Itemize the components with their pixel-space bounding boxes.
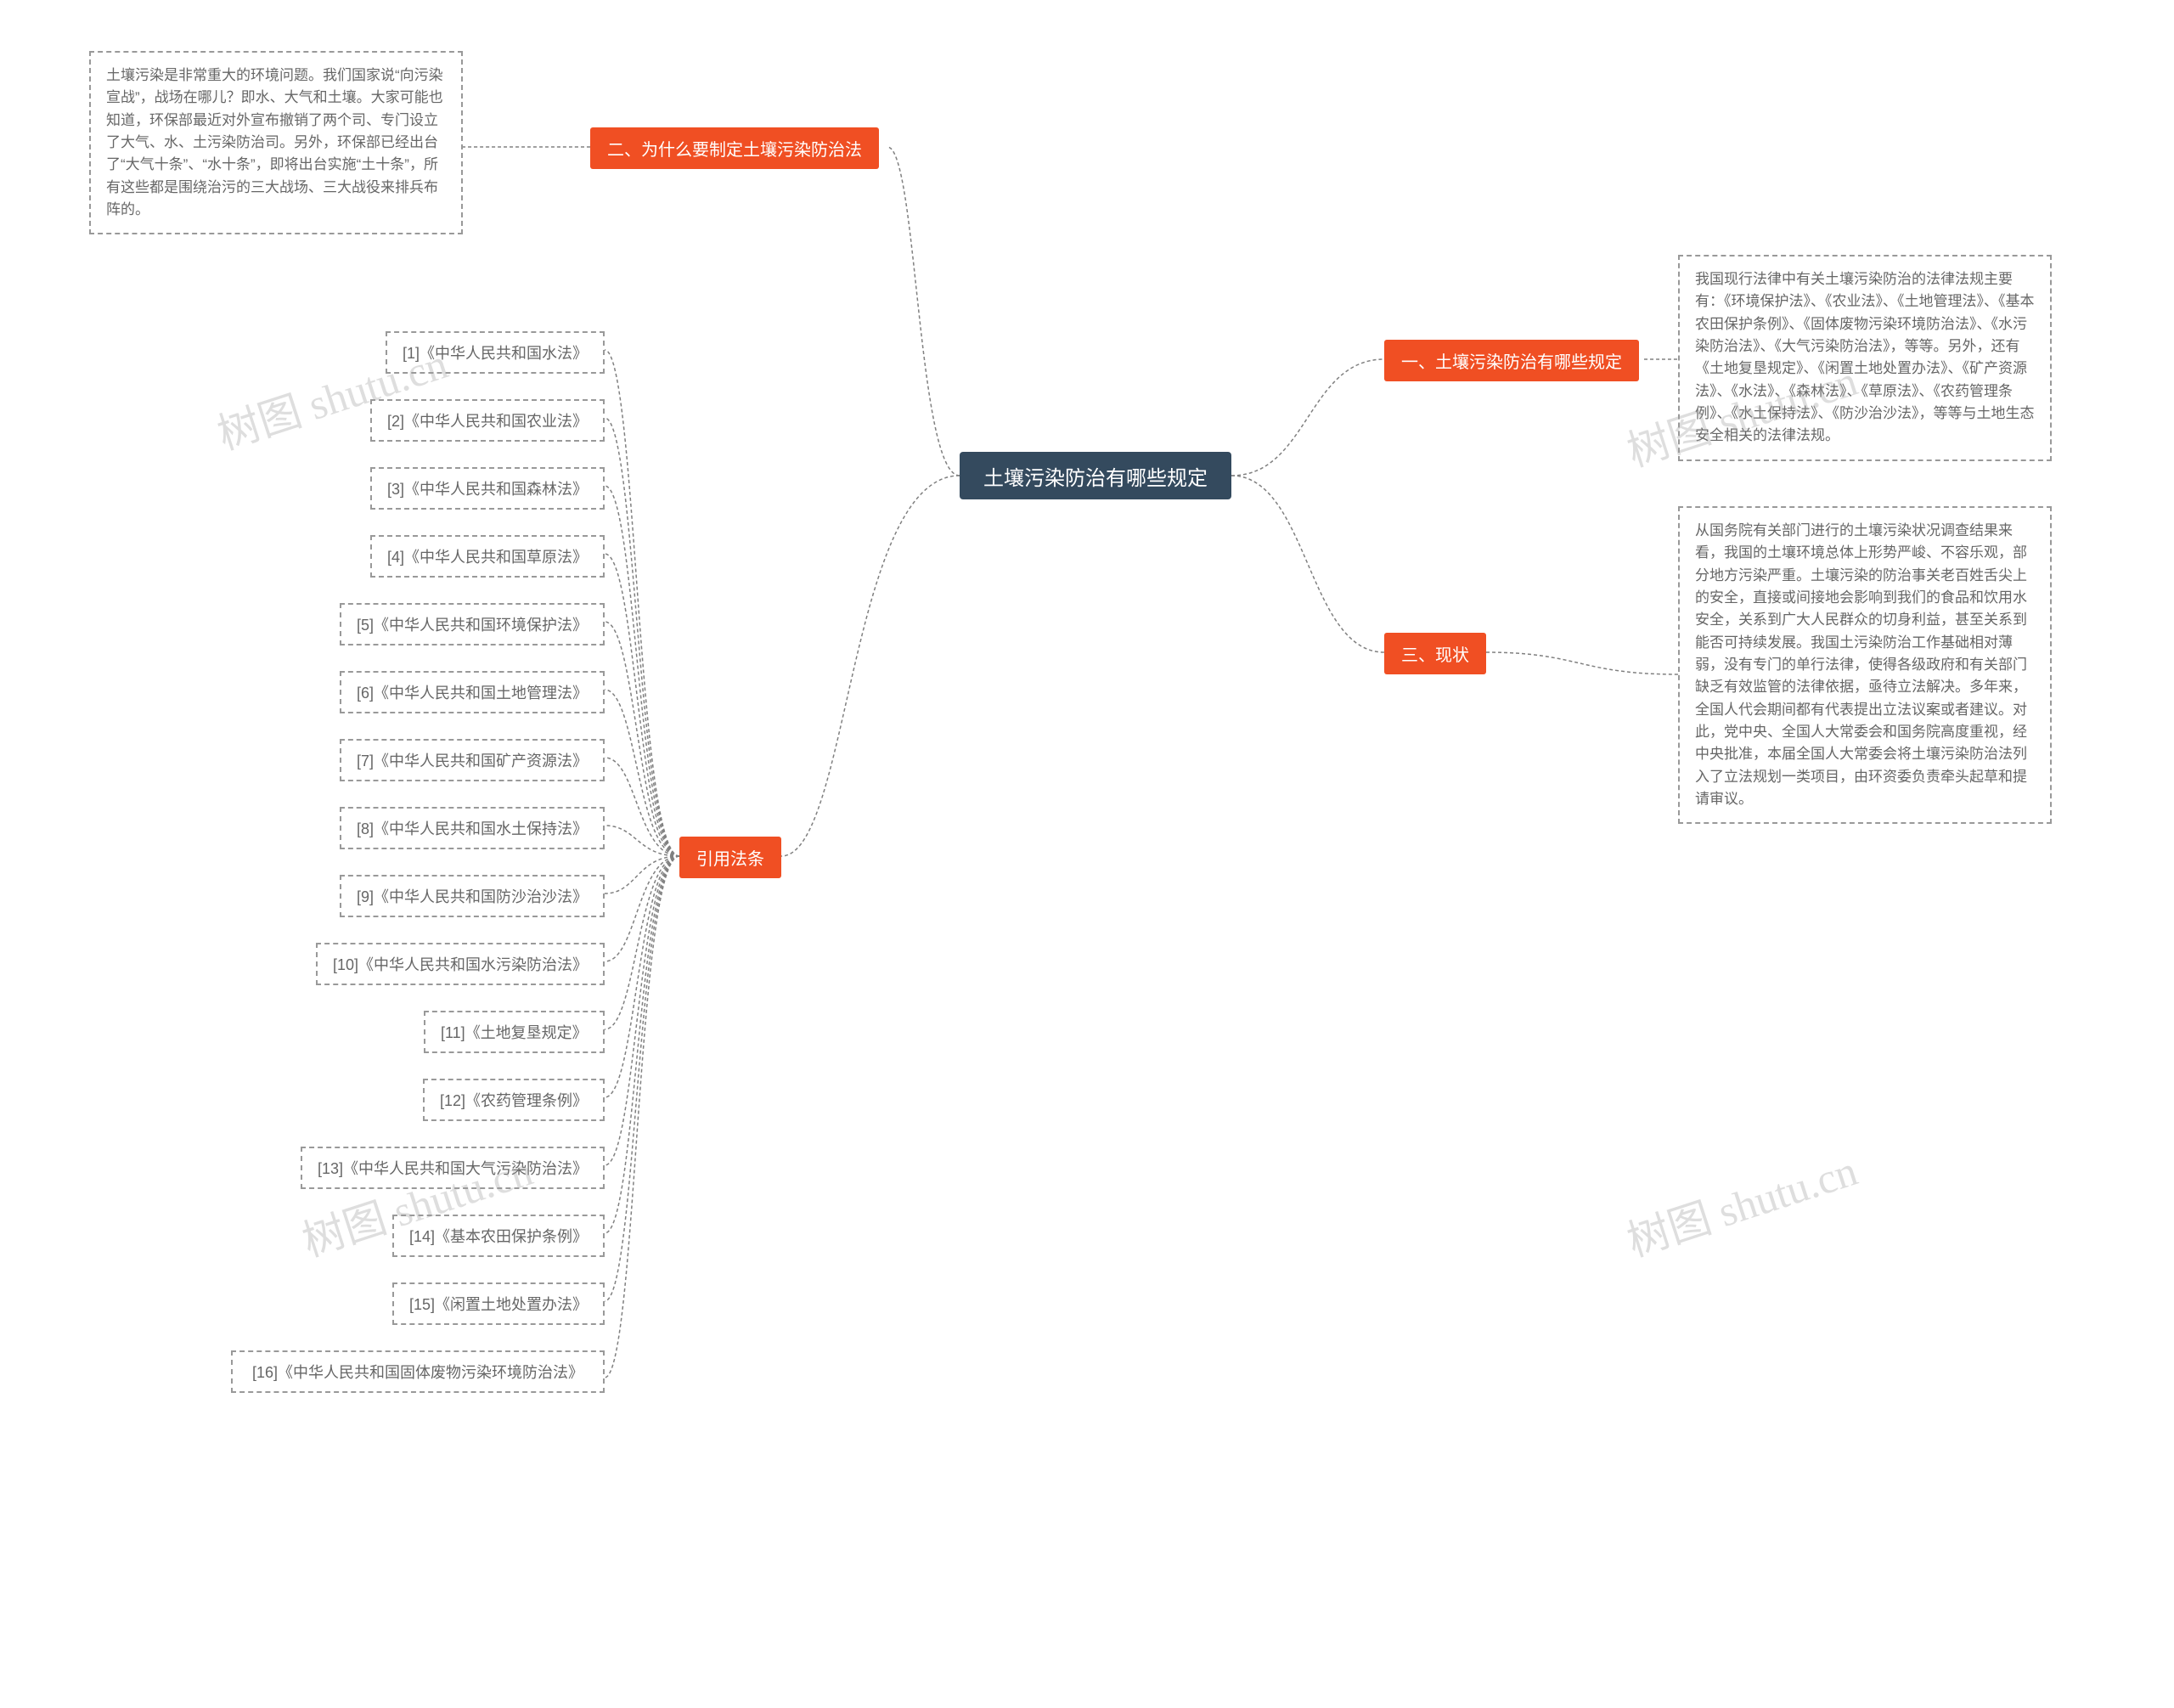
branch-section-3: 三、现状 [1384, 633, 1486, 674]
leaf-label: [5]《中华人民共和国环境保护法》 [357, 613, 588, 635]
leaf-label: [13]《中华人民共和国大气污染防治法》 [318, 1157, 588, 1179]
leaf-statute-1: [1]《中华人民共和国水法》 [386, 331, 605, 374]
leaf-label: [1]《中华人民共和国水法》 [403, 341, 588, 364]
leaf-statute-14: [14]《基本农田保护条例》 [392, 1215, 605, 1257]
branch-section-1: 一、土壤污染防治有哪些规定 [1384, 340, 1639, 381]
leaf-label: [2]《中华人民共和国农业法》 [387, 409, 588, 431]
leaf-label: [8]《中华人民共和国水土保持法》 [357, 817, 588, 839]
leaf-label: [12]《农药管理条例》 [440, 1089, 588, 1111]
leaf-statute-7: [7]《中华人民共和国矿产资源法》 [340, 739, 605, 781]
branch-section-2: 二、为什么要制定土壤污染防治法 [590, 127, 879, 169]
branch-label: 二、为什么要制定土壤污染防治法 [607, 136, 862, 161]
branch-label: 一、土壤污染防治有哪些规定 [1401, 348, 1622, 373]
leaf-label: [9]《中华人民共和国防沙治沙法》 [357, 885, 588, 907]
leaf-statute-16: [16]《中华人民共和国固体废物污染环境防治法》 [231, 1350, 605, 1393]
central-node: 土壤污染防治有哪些规定 [960, 452, 1231, 499]
leaf-statute-9: [9]《中华人民共和国防沙治沙法》 [340, 875, 605, 917]
branch-label: 三、现状 [1401, 641, 1469, 666]
branch-label: 引用法条 [696, 845, 764, 870]
leaf-statute-11: [11]《土地复垦规定》 [424, 1011, 605, 1053]
textblock-content: 土壤污染是非常重大的环境问题。我们国家说“向污染宣战”，战场在哪儿？即水、大气和… [106, 65, 446, 221]
leaf-statute-2: [2]《中华人民共和国农业法》 [370, 399, 605, 442]
leaf-statute-3: [3]《中华人民共和国森林法》 [370, 467, 605, 510]
leaf-statute-4: [4]《中华人民共和国草原法》 [370, 535, 605, 578]
leaf-label: [7]《中华人民共和国矿产资源法》 [357, 749, 588, 771]
leaf-statute-10: [10]《中华人民共和国水污染防治法》 [316, 943, 605, 985]
leaf-label: [14]《基本农田保护条例》 [409, 1225, 588, 1247]
leaf-label: [16]《中华人民共和国固体废物污染环境防治法》 [252, 1361, 583, 1383]
leaf-label: [4]《中华人民共和国草原法》 [387, 545, 588, 567]
leaf-statute-15: [15]《闲置土地处置办法》 [392, 1282, 605, 1325]
textblock-section-1: 我国现行法律中有关土壤污染防治的法律法规主要有：《环境保护法》、《农业法》、《土… [1678, 255, 2052, 461]
leaf-label: [3]《中华人民共和国森林法》 [387, 477, 588, 499]
leaf-label: [11]《土地复垦规定》 [441, 1021, 588, 1043]
textblock-section-3: 从国务院有关部门进行的土壤污染状况调查结果来看，我国的土壤环境总体上形势严峻、不… [1678, 506, 2052, 824]
leaf-statute-13: [13]《中华人民共和国大气污染防治法》 [301, 1147, 605, 1189]
leaf-statute-8: [8]《中华人民共和国水土保持法》 [340, 807, 605, 849]
branch-cited-statutes: 引用法条 [679, 837, 781, 878]
leaf-label: [10]《中华人民共和国水污染防治法》 [333, 953, 588, 975]
leaf-statute-6: [6]《中华人民共和国土地管理法》 [340, 671, 605, 713]
textblock-content: 从国务院有关部门进行的土壤污染状况调查结果来看，我国的土壤环境总体上形势严峻、不… [1695, 520, 2035, 810]
leaf-label: [6]《中华人民共和国土地管理法》 [357, 681, 588, 703]
central-label: 土壤污染防治有哪些规定 [983, 461, 1208, 491]
textblock-content: 我国现行法律中有关土壤污染防治的法律法规主要有：《环境保护法》、《农业法》、《土… [1695, 268, 2035, 448]
textblock-section-2: 土壤污染是非常重大的环境问题。我们国家说“向污染宣战”，战场在哪儿？即水、大气和… [89, 51, 463, 234]
leaf-statute-12: [12]《农药管理条例》 [423, 1079, 605, 1121]
leaf-label: [15]《闲置土地处置办法》 [409, 1293, 588, 1315]
leaf-statute-5: [5]《中华人民共和国环境保护法》 [340, 603, 605, 645]
watermark-4: 树图 shutu.cn [1619, 1136, 1864, 1268]
